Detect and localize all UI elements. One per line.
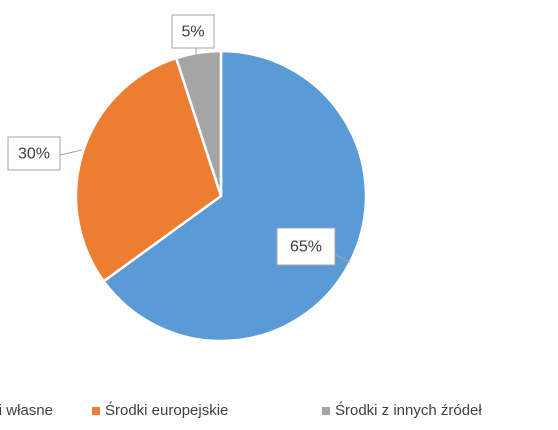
data-label: 5%	[181, 24, 204, 41]
callout-leader	[334, 254, 351, 263]
legend-swatch	[92, 407, 100, 415]
data-label: 65%	[290, 239, 322, 256]
legend-label: Środki europejskie	[105, 401, 228, 419]
callout-leader	[59, 149, 83, 156]
legend-label: Środki z innych źródeł	[335, 401, 482, 419]
data-label: 30%	[18, 146, 50, 163]
callout-box	[276, 227, 336, 266]
legend-swatch	[322, 407, 330, 415]
legend-label: Środki własne	[0, 401, 53, 419]
pie-slice	[101, 49, 368, 343]
pie-slice	[174, 49, 223, 197]
pie-slice	[74, 56, 223, 283]
callout-box	[7, 136, 61, 171]
callout-box	[171, 14, 215, 49]
